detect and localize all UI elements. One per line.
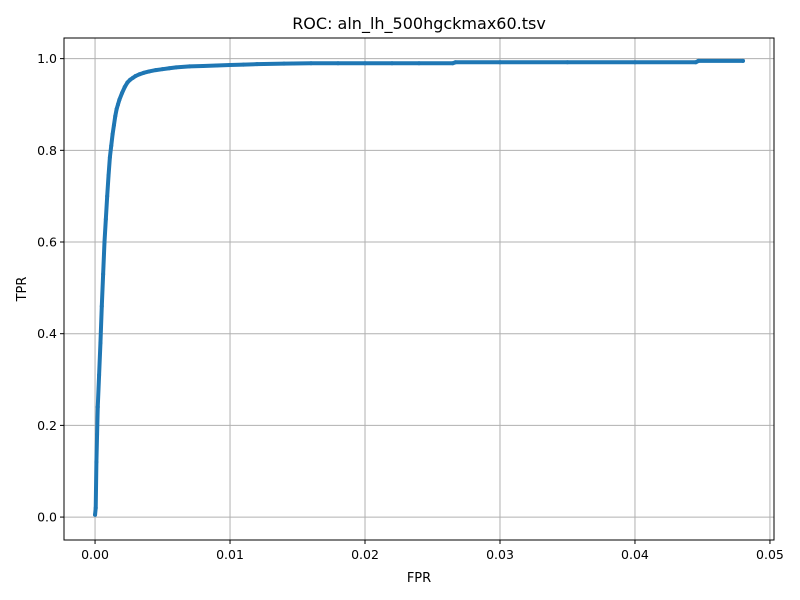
roc-curve-point — [109, 143, 114, 148]
roc-curve-point — [453, 60, 458, 65]
roc-curve-point — [187, 64, 192, 69]
roc-curve-point — [133, 74, 138, 79]
roc-curve-point — [114, 107, 119, 112]
roc-curve-point — [147, 69, 152, 74]
roc-curve-point — [565, 60, 570, 65]
plot-area-frame — [63, 37, 775, 541]
x-tick-label: 0.00 — [81, 547, 109, 562]
roc-curve-point — [93, 505, 98, 510]
roc-curve-point — [632, 60, 637, 65]
grid-lines — [64, 38, 774, 540]
roc-curve-point — [241, 62, 246, 67]
roc-curve-point — [417, 61, 421, 66]
y-tick-label: 0.6 — [37, 235, 57, 250]
roc-curve-point — [214, 63, 219, 68]
roc-curve-point — [497, 60, 502, 65]
chart-title: ROC: aln_lh_500hgckmax60.tsv — [292, 14, 546, 34]
roc-curve-point — [309, 61, 314, 66]
roc-curve-point — [98, 340, 103, 345]
roc-curve-point — [102, 240, 107, 245]
roc-curve-point — [228, 63, 233, 68]
roc-curve-point — [141, 70, 146, 75]
y-axis-label: TPR — [15, 277, 30, 303]
y-tick-label: 0.8 — [37, 143, 57, 158]
y-tick-label: 1.0 — [37, 51, 57, 66]
roc-curve-point — [106, 173, 111, 178]
x-tick-label: 0.03 — [486, 547, 514, 562]
roc-curve-point — [93, 512, 98, 517]
y-tick-label: 0.2 — [37, 418, 57, 433]
roc-curve-point — [105, 194, 110, 199]
roc-curve-layer — [93, 58, 745, 517]
roc-curve-point — [117, 97, 122, 102]
y-tick-label: 0.0 — [37, 510, 57, 525]
roc-curve-point — [99, 304, 104, 309]
roc-curve-point — [390, 61, 394, 66]
roc-curve-point — [95, 432, 100, 437]
roc-curve-line — [93, 58, 745, 517]
roc-curve-point — [120, 91, 125, 96]
roc-curve-point — [696, 58, 701, 63]
roc-curve-point — [740, 58, 745, 63]
x-tick-label: 0.04 — [621, 547, 649, 562]
x-tick-label: 0.05 — [756, 547, 784, 562]
roc-curve-point — [160, 67, 165, 72]
roc-curve-point — [95, 405, 100, 410]
x-tick-label: 0.01 — [216, 547, 244, 562]
x-tick-label: 0.02 — [351, 547, 379, 562]
roc-curve-point — [336, 61, 341, 66]
roc-curve-point — [122, 85, 127, 90]
roc-curve-point — [167, 66, 172, 71]
roc-curve-point — [201, 63, 206, 68]
roc-curve-point — [111, 123, 116, 128]
roc-curve-point — [107, 155, 112, 160]
roc-curve-point — [97, 372, 102, 377]
y-tick-label: 0.4 — [37, 326, 57, 341]
roc-curve-point — [137, 72, 142, 77]
x-axis-label: FPR — [407, 571, 431, 586]
roc-curve-point — [125, 80, 130, 85]
roc-curve-point — [103, 217, 108, 222]
roc-curve-point — [174, 65, 179, 70]
roc-curve-point — [153, 68, 158, 73]
roc-curve-point — [282, 61, 287, 66]
roc-curve-point — [255, 62, 260, 67]
roc-curve-point — [101, 272, 106, 277]
roc-curve-point — [363, 61, 368, 66]
y-axis-ticks: 0.0 0.2 0.4 0.6 0.8 1.0 — [37, 51, 64, 525]
roc-curve-point — [115, 102, 120, 107]
roc-curve-point — [110, 132, 115, 137]
roc-curve-point — [113, 113, 118, 118]
x-axis-ticks: 0.00 0.01 0.02 0.03 0.04 0.05 — [81, 540, 784, 562]
roc-curve-point — [94, 460, 99, 465]
